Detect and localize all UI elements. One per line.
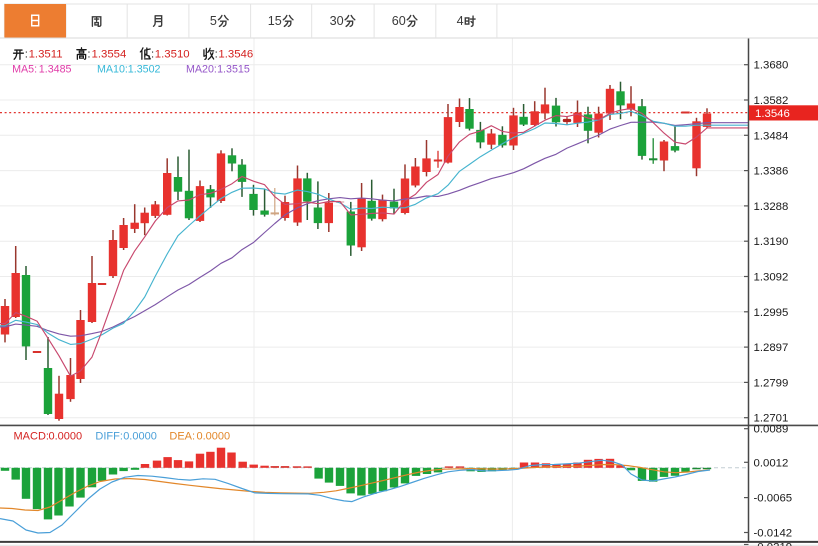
svg-text:DIFF:: DIFF:: [95, 431, 123, 443]
svg-text:-0.0065: -0.0065: [754, 493, 793, 505]
svg-text:1.2799: 1.2799: [754, 377, 789, 389]
svg-text:1.3554: 1.3554: [92, 49, 127, 61]
svg-text:1.3546: 1.3546: [218, 49, 253, 61]
svg-text::: :: [151, 49, 154, 61]
svg-text:MA5:: MA5:: [12, 63, 37, 75]
svg-text:1.3511: 1.3511: [29, 49, 63, 61]
svg-text:0.0012: 0.0012: [754, 457, 789, 469]
svg-text::: :: [25, 49, 28, 61]
svg-text:1.3484: 1.3484: [754, 130, 789, 142]
svg-text:1.3092: 1.3092: [754, 272, 789, 284]
svg-text:MA20:: MA20:: [186, 63, 217, 75]
svg-text:1.3510: 1.3510: [155, 49, 190, 61]
svg-text:0.0000: 0.0000: [197, 431, 231, 443]
svg-text:-0.0219: -0.0219: [754, 542, 793, 546]
svg-text:1.2897: 1.2897: [754, 342, 789, 354]
svg-text:1.3546: 1.3546: [755, 108, 790, 120]
svg-text:30: 30: [330, 14, 344, 28]
svg-text:1.3190: 1.3190: [754, 236, 789, 248]
svg-text:0.0000: 0.0000: [49, 431, 83, 443]
svg-text:DEA:: DEA:: [169, 431, 195, 443]
svg-text:-0.0142: -0.0142: [754, 528, 793, 540]
svg-text:1.2995: 1.2995: [754, 307, 789, 319]
svg-text:1.3502: 1.3502: [128, 63, 161, 75]
svg-text:0.0000: 0.0000: [123, 431, 157, 443]
svg-text:1.3582: 1.3582: [754, 95, 789, 107]
svg-text:5: 5: [210, 14, 217, 28]
svg-text:60: 60: [392, 14, 406, 28]
svg-text:4: 4: [457, 14, 464, 28]
svg-text:1.3288: 1.3288: [754, 201, 789, 213]
svg-text::: :: [215, 49, 218, 61]
svg-text:1.3680: 1.3680: [754, 60, 789, 72]
svg-text:0.0089: 0.0089: [754, 424, 789, 436]
svg-text::: :: [87, 49, 90, 61]
svg-text:1.3485: 1.3485: [39, 63, 72, 75]
svg-text:15: 15: [268, 14, 282, 28]
svg-text:1.2701: 1.2701: [754, 413, 789, 425]
svg-text:MA10:: MA10:: [97, 63, 128, 75]
svg-text:MACD:: MACD:: [14, 431, 49, 443]
svg-text:1.3386: 1.3386: [754, 166, 789, 178]
svg-text:1.3515: 1.3515: [217, 63, 250, 75]
